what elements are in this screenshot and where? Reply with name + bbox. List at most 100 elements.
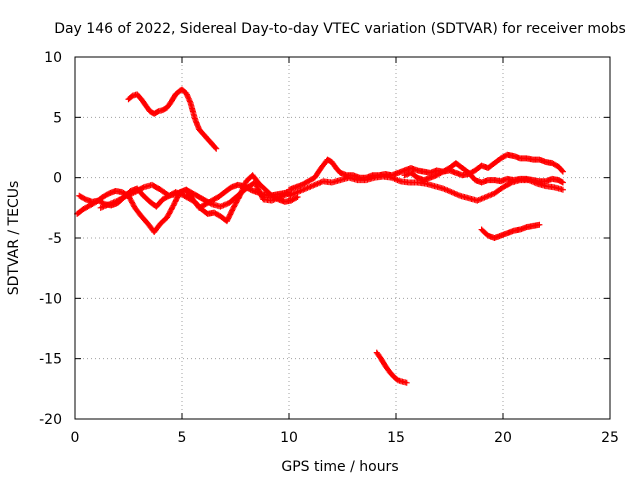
x-tick-label: 25 [601,430,619,446]
series-marker-trail [131,91,139,99]
series-marker-trail [312,166,324,180]
data-series-arc-9 [373,349,410,386]
y-axis-label: SDTVAR / TECUs [6,181,22,296]
series-marker-trail [192,199,204,211]
series-marker-trail [139,214,150,226]
series-marker-trail [164,99,174,110]
y-tick-label: -10 [39,291,62,307]
series-marker-trail [396,377,404,385]
x-tick-label: 20 [494,430,512,446]
data-series-arc-1 [125,86,220,152]
x-tick-label: 0 [71,430,80,446]
series-marker-trail [486,161,497,171]
data-point [536,221,543,228]
series-marker-trail [466,170,478,182]
series-marker-trail [210,194,221,203]
x-tick-label: 5 [178,430,187,446]
series-marker-trail [378,356,388,368]
series-marker-trail [205,137,215,146]
series-marker-trail [306,175,317,184]
series-marker-trail [164,203,176,220]
series-marker-trail [116,193,129,203]
series-marker-trail [193,192,206,202]
series-marker-trail [289,194,300,203]
series-marker-trail [212,210,223,219]
series-marker-trail [257,181,268,192]
series-marker-trail [156,107,165,114]
series-marker-trail [278,191,291,200]
series-marker-trail [152,108,161,117]
series-marker-trail [479,227,490,238]
data-series-arc-7 [401,160,566,186]
series-marker-trail [77,193,88,202]
y-tick-label: 0 [53,171,62,187]
series-marker-trail [460,165,471,175]
series-marker-trail [227,193,240,206]
series-marker-trail [383,364,392,374]
series-marker-trail [556,164,566,174]
series-marker-trail [187,101,198,121]
series-marker-trail [126,93,135,102]
series-marker-trail [391,374,401,383]
y-tick-label: -20 [39,412,62,428]
data-point [559,179,566,186]
series-marker-trail [75,206,86,217]
data-point [559,168,566,175]
series-marker-trail [250,173,262,186]
data-point [164,214,171,221]
series-marker-trail [235,186,249,198]
series-marker-trail [374,350,384,361]
series-marker-trail [141,193,152,204]
series-marker-trail [173,88,182,97]
series-marker-trail [492,185,505,196]
grid-lines [75,57,610,419]
series-marker-trail [492,156,503,166]
series-marker-trail [501,180,514,190]
series-marker-trail [550,160,561,170]
data-point [303,185,310,192]
series-marker-trail [325,157,334,165]
series-marker-trail [186,195,197,205]
axis-ticks: 0 5 10 15 20 25 -20 -15 -10 -5 0 5 10 [39,50,619,446]
series-marker-trail [134,92,144,102]
data-point [170,202,177,209]
series-marker-trail [201,197,214,207]
series-marker-trail [184,187,197,197]
series-marker-trail [475,194,488,203]
series-marker-trail [154,197,165,209]
series-marker-trail [132,206,144,219]
series-marker-trail [454,161,465,171]
series-marker-trail [201,132,210,142]
series-marker-trail [216,190,227,200]
series-marker-trail [252,180,266,201]
series-marker-trail [180,87,189,96]
series-marker-trail [160,105,169,113]
series-marker-trail [484,191,496,200]
series-marker-trail [101,191,111,200]
data-point [213,145,220,152]
series-marker-trail [270,194,282,203]
series-marker-trail [441,186,454,195]
x-tick-label: 10 [280,430,298,446]
plot-area [74,86,566,386]
y-tick-label: 5 [53,110,62,126]
series-marker-trail [139,97,148,108]
series-marker-trail [96,198,107,207]
series-marker-trail [556,177,565,185]
series-marker-trail [222,185,234,195]
data-series-arc-8 [478,221,543,241]
data-point [559,186,566,193]
series-marker-trail [183,91,193,105]
series-marker-trail [107,198,120,207]
data-point [217,203,224,210]
series-marker-trail [209,141,219,151]
series-marker-trail [400,379,409,386]
data-point [223,218,230,225]
series-marker-trail [224,206,236,223]
series-marker-trail [169,92,178,104]
chart-title: Day 146 of 2022, Sidereal Day-to-day VTE… [54,21,626,37]
series-marker-trail [148,108,157,117]
series-marker-trail [329,160,339,170]
